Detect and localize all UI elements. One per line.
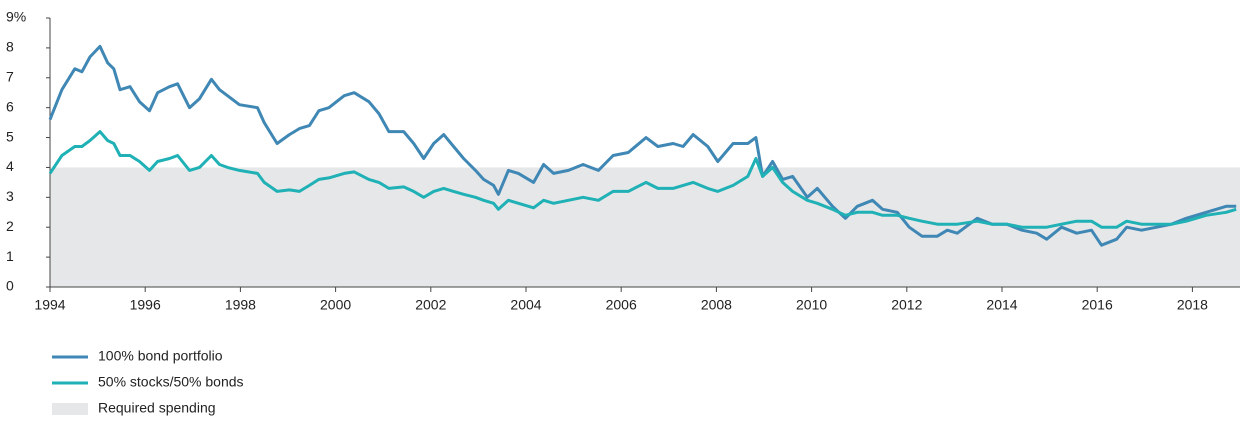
x-tick-label: 1994 — [34, 297, 65, 313]
x-tick-label: 2002 — [415, 297, 446, 313]
x-tick-label: 1996 — [130, 297, 161, 313]
x-tick-label: 1998 — [225, 297, 256, 313]
y-tick-label: 1 — [6, 248, 14, 264]
y-tick-label: 9% — [6, 9, 26, 25]
x-tick-label: 2004 — [510, 297, 541, 313]
x-tick-label: 2006 — [606, 297, 637, 313]
x-tick-label: 2014 — [986, 297, 1017, 313]
x-tick-label: 2018 — [1177, 297, 1208, 313]
y-tick-label: 0 — [6, 278, 14, 294]
legend-label: Required spending — [98, 400, 216, 416]
y-tick-label: 7 — [6, 68, 14, 84]
y-tick-label: 5 — [6, 128, 14, 144]
series-line — [48, 130, 1237, 229]
legend-label: 50% stocks/50% bonds — [98, 374, 244, 390]
legend-swatch — [52, 403, 88, 415]
x-tick-label: 2008 — [701, 297, 732, 313]
legend-label: 100% bond portfolio — [98, 348, 223, 364]
y-tick-label: 3 — [6, 188, 14, 204]
x-tick-label: 2010 — [796, 297, 827, 313]
y-tick-label: 2 — [6, 218, 14, 234]
y-tick-label: 8 — [6, 39, 14, 55]
x-tick-label: 2016 — [1082, 297, 1113, 313]
y-tick-label: 4 — [6, 158, 14, 174]
x-tick-label: 2000 — [320, 297, 351, 313]
x-tick-label: 2012 — [891, 297, 922, 313]
y-tick-label: 6 — [6, 98, 14, 114]
